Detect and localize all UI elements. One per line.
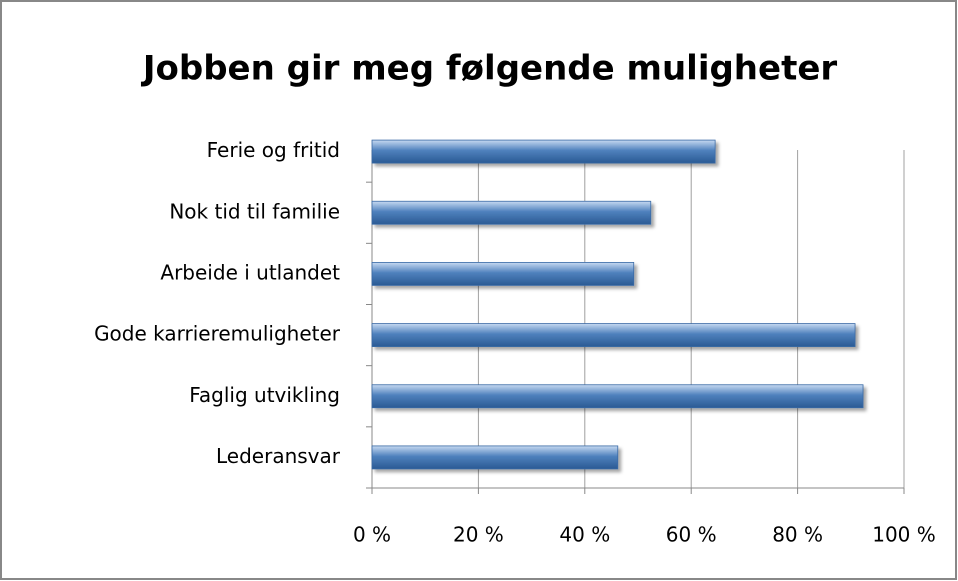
y-tick-label: Nok tid til familie: [169, 199, 340, 223]
chart-title: Jobben gir meg følgende muligheter: [141, 49, 838, 89]
bar: [371, 323, 856, 347]
x-tick-label: 100 %: [872, 523, 936, 547]
bar: [371, 262, 635, 286]
x-tick-label: 60 %: [666, 523, 717, 547]
y-tick-label: Lederansvar: [216, 444, 341, 468]
x-tick-label: 80 %: [772, 523, 823, 547]
x-tick-label: 20 %: [453, 523, 504, 547]
bar: [371, 200, 652, 225]
y-tick-label: Gode karrieremuligheter: [94, 322, 341, 346]
bar: [371, 139, 716, 164]
bar: [371, 384, 864, 409]
y-tick-label: Faglig utvikling: [189, 383, 340, 407]
y-tick-label: Ferie og fritid: [207, 138, 340, 162]
x-tick-label: 40 %: [559, 523, 610, 547]
bar: [371, 445, 619, 470]
x-tick-label: 0 %: [353, 523, 391, 547]
y-tick-label: Arbeide i utlandet: [160, 260, 340, 284]
